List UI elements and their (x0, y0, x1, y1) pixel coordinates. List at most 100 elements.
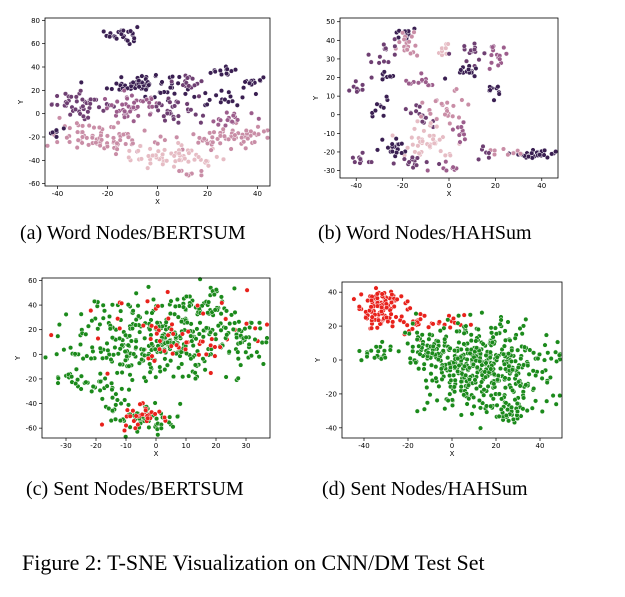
data-point (477, 425, 484, 431)
data-point (381, 348, 387, 354)
data-point (385, 145, 391, 151)
data-point (252, 139, 258, 145)
data-point (183, 339, 189, 345)
data-point (68, 94, 74, 100)
data-point (113, 391, 119, 397)
data-point (212, 307, 218, 313)
data-point (446, 51, 452, 57)
data-point (124, 407, 130, 413)
data-point (167, 99, 173, 105)
data-point (408, 110, 414, 116)
data-point (100, 355, 106, 361)
data-point (481, 387, 487, 393)
data-point (416, 150, 422, 156)
data-point (471, 403, 477, 409)
data-point (147, 361, 153, 367)
data-point (106, 405, 112, 412)
data-point (406, 331, 412, 337)
data-point (425, 167, 431, 174)
data-point (157, 368, 163, 374)
data-point (421, 313, 428, 319)
data-point (255, 124, 261, 130)
data-point (440, 348, 446, 354)
data-point (479, 362, 485, 368)
data-point (153, 374, 159, 380)
data-point (373, 344, 379, 350)
data-point (194, 326, 200, 332)
data-point (147, 160, 153, 166)
data-point (372, 355, 378, 361)
data-point (188, 333, 194, 339)
data-point (176, 168, 182, 174)
data-point (114, 370, 120, 376)
data-point (151, 358, 157, 364)
y-tick-label: 30 (326, 55, 335, 63)
data-point (200, 334, 206, 340)
data-point (480, 143, 486, 149)
data-point (261, 128, 267, 134)
data-point (139, 411, 145, 418)
data-point (443, 45, 449, 51)
data-point (169, 79, 175, 85)
data-point (124, 353, 130, 359)
data-point (556, 352, 562, 358)
data-point (260, 361, 266, 367)
data-point (447, 345, 453, 351)
data-point (502, 385, 508, 391)
data-point (175, 120, 181, 126)
data-point (404, 47, 410, 53)
data-point (535, 356, 541, 362)
data-point (131, 100, 137, 106)
data-point (89, 388, 95, 394)
data-point (429, 350, 435, 356)
data-point (175, 80, 181, 86)
data-point (62, 91, 69, 97)
data-point (224, 332, 230, 338)
data-point (391, 303, 397, 310)
data-point (126, 363, 132, 369)
data-point (101, 28, 107, 35)
data-point (542, 342, 548, 348)
data-point (510, 416, 516, 422)
data-point (390, 132, 396, 139)
y-tick-label: -40 (26, 400, 37, 408)
data-point (127, 333, 133, 339)
data-point (255, 131, 262, 137)
data-point (42, 354, 49, 360)
data-point (155, 141, 161, 147)
data-point (129, 93, 135, 99)
data-point (122, 114, 128, 120)
x-tick-label: 20 (212, 442, 221, 450)
x-tick-label: -40 (351, 182, 362, 190)
data-point (109, 102, 115, 108)
data-point (411, 29, 417, 35)
data-point (472, 73, 478, 79)
data-point (256, 116, 262, 122)
data-point (124, 96, 130, 102)
data-point (91, 298, 98, 304)
data-point (135, 104, 141, 110)
data-point (99, 396, 105, 402)
y-tick-label: 40 (28, 302, 37, 310)
data-point (369, 314, 375, 320)
data-point (203, 351, 209, 357)
data-point (185, 159, 191, 165)
data-point (452, 364, 458, 370)
data-point (162, 356, 168, 362)
chart-d: -40 -20 0 20 40 -40 -20 0 20 40 X Y (314, 281, 563, 458)
data-point (487, 66, 493, 72)
data-point (557, 393, 563, 399)
data-point (244, 287, 250, 293)
data-point (136, 78, 142, 84)
data-point (399, 141, 405, 147)
data-point (356, 304, 362, 310)
data-point (224, 66, 230, 72)
data-point (169, 321, 175, 327)
data-point (463, 58, 470, 64)
data-point (145, 415, 151, 421)
data-point (129, 377, 135, 383)
data-point (155, 303, 161, 309)
data-point (204, 101, 210, 108)
data-point (96, 124, 102, 131)
y-tick-label: 20 (28, 326, 37, 334)
